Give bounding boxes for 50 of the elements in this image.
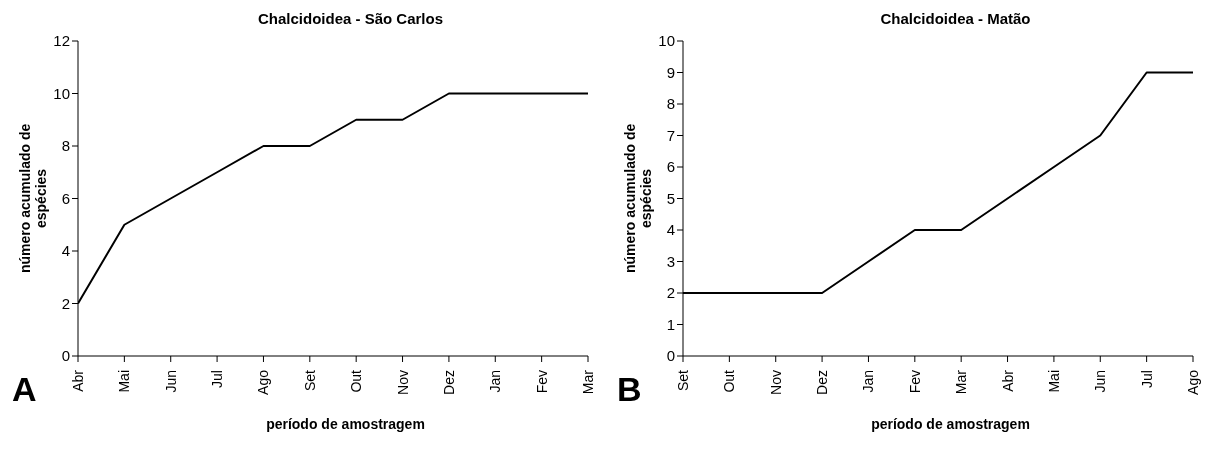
x-tick-label: Set: [675, 369, 691, 392]
x-axis-title: período de amostragem: [265, 416, 426, 432]
x-tick-label: Jul: [209, 370, 226, 388]
y-tick-label: 12: [53, 32, 70, 50]
y-tick-label: 1: [666, 315, 675, 333]
y-tick-label: 10: [658, 32, 675, 50]
y-tick-label: 0: [666, 347, 675, 365]
y-tick-label: 0: [61, 347, 70, 365]
y-tick-label: 8: [666, 95, 675, 113]
y-tick-label: 2: [666, 284, 675, 302]
chart-title: Chalcidoidea - Matão: [879, 10, 1032, 27]
text: B: [617, 370, 642, 409]
y-tick-label: 10: [53, 84, 70, 102]
y-tick-label: 3: [666, 252, 675, 270]
chart-title: Chalcidoidea - São Carlos: [256, 10, 444, 27]
x-tick-label: Jul: [1138, 370, 1155, 388]
x-tick-label: Nov: [767, 370, 784, 395]
text: A: [12, 370, 37, 409]
y-tick-label: 5: [666, 189, 675, 207]
y-tick-label: 8: [61, 137, 70, 155]
x-tick-label: Set: [301, 369, 318, 392]
x-tick-label: Mar: [580, 369, 596, 395]
x-tick-label: Nov: [394, 370, 411, 395]
x-tick-label: Out: [348, 369, 365, 393]
y-tick-label: 4: [666, 221, 675, 239]
y-tick-label: 4: [61, 242, 70, 260]
x-tick-label: Dez: [440, 370, 457, 395]
x-tick-label: Fev: [906, 370, 923, 394]
y-tick-label: 9: [666, 63, 675, 81]
y-axis-title: número acumulado de espécies: [17, 122, 49, 275]
y-tick-label: 6: [61, 189, 70, 207]
x-tick-label: Mar: [953, 369, 970, 395]
x-tick-label: Mai: [1045, 370, 1062, 393]
y-tick-label: 7: [666, 126, 675, 144]
x-tick-label: Fev: [533, 370, 550, 394]
y-axis-title: número acumulado de espécies: [622, 122, 654, 275]
x-tick-label: Ago: [1185, 369, 1201, 395]
x-tick-label: Mai: [116, 370, 133, 393]
x-tick-label: Jun: [162, 370, 179, 393]
x-tick-label: Out: [721, 369, 738, 393]
x-tick-label: Jan: [860, 370, 877, 393]
y-tick-label: 2: [61, 294, 70, 312]
x-tick-label: Abr: [70, 369, 86, 392]
x-axis-title: período de amostragem: [870, 416, 1031, 432]
y-tick-label: 6: [666, 158, 675, 176]
x-tick-label: Jun: [1092, 370, 1109, 393]
x-tick-label: Abr: [999, 369, 1016, 392]
x-tick-label: Jan: [487, 370, 504, 393]
x-tick-label: Ago: [255, 369, 272, 395]
x-tick-label: Dez: [814, 370, 831, 395]
